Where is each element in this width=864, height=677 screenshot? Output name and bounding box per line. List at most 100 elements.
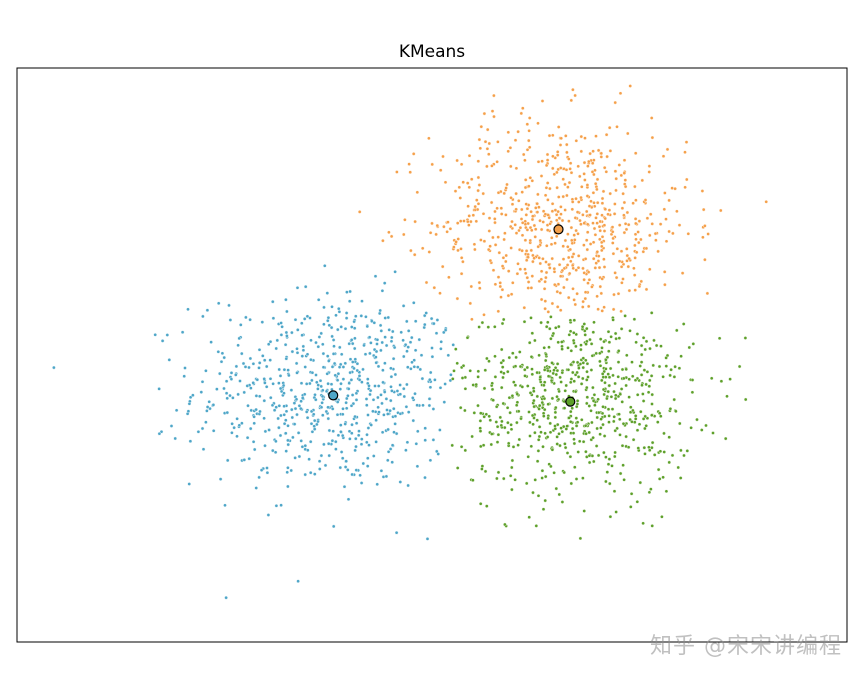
data-point xyxy=(574,416,579,420)
data-point xyxy=(326,359,331,363)
data-point xyxy=(408,340,413,345)
data-point xyxy=(483,469,488,474)
data-point xyxy=(542,414,546,418)
data-point xyxy=(383,361,387,366)
data-point xyxy=(487,414,492,419)
data-point xyxy=(527,184,531,188)
data-point xyxy=(543,498,548,503)
data-point xyxy=(602,392,606,397)
data-point xyxy=(191,393,195,398)
data-point xyxy=(424,280,429,285)
data-point xyxy=(490,164,494,168)
data-point xyxy=(618,471,623,476)
data-point xyxy=(593,266,598,270)
data-point xyxy=(410,360,414,365)
data-point xyxy=(506,293,511,298)
data-point xyxy=(555,218,559,223)
data-point xyxy=(209,340,213,344)
data-point xyxy=(627,256,631,261)
data-point xyxy=(581,356,586,361)
data-point xyxy=(649,116,654,120)
data-point xyxy=(590,420,594,425)
data-point xyxy=(604,455,608,459)
data-point xyxy=(528,434,532,438)
data-point xyxy=(608,514,613,519)
data-point xyxy=(367,383,371,388)
data-point xyxy=(263,381,267,385)
data-point xyxy=(526,286,531,290)
data-point xyxy=(350,393,355,397)
data-point xyxy=(452,245,456,249)
data-point xyxy=(574,344,578,349)
data-point xyxy=(520,220,525,225)
data-point xyxy=(262,358,267,363)
data-point xyxy=(548,266,552,270)
data-point xyxy=(643,414,648,419)
data-point xyxy=(614,510,618,514)
data-point xyxy=(561,177,566,181)
data-point xyxy=(624,227,629,232)
data-point xyxy=(463,386,468,391)
data-point xyxy=(523,374,527,378)
data-point xyxy=(310,378,314,383)
data-point xyxy=(563,238,568,243)
data-point xyxy=(292,422,297,426)
data-point xyxy=(685,177,689,182)
data-point xyxy=(350,360,355,364)
data-point xyxy=(335,412,340,417)
data-point xyxy=(303,284,308,289)
data-point xyxy=(373,274,378,279)
data-point xyxy=(344,400,348,405)
data-point xyxy=(551,133,555,138)
data-point xyxy=(706,232,710,236)
data-point xyxy=(373,384,377,388)
data-point xyxy=(574,268,579,272)
data-point xyxy=(542,380,547,385)
data-point xyxy=(579,343,583,347)
data-point xyxy=(291,435,295,440)
data-point xyxy=(571,370,575,375)
data-point xyxy=(568,161,573,165)
data-point xyxy=(285,334,289,338)
data-point xyxy=(631,201,635,205)
data-point xyxy=(491,235,495,240)
data-point xyxy=(637,422,642,427)
data-point xyxy=(701,235,705,240)
data-point xyxy=(554,372,559,377)
data-point xyxy=(545,152,550,157)
data-point xyxy=(615,246,620,251)
data-point xyxy=(649,374,654,378)
data-point xyxy=(623,178,628,182)
data-point xyxy=(581,376,585,381)
data-point xyxy=(589,368,594,372)
data-point xyxy=(516,443,520,447)
data-point xyxy=(430,221,434,226)
data-point xyxy=(354,421,359,426)
data-point xyxy=(357,210,362,214)
data-point xyxy=(625,210,630,215)
data-point xyxy=(619,249,624,253)
data-point xyxy=(264,384,269,389)
data-point xyxy=(501,375,505,380)
data-point xyxy=(483,139,488,144)
data-point xyxy=(562,406,567,410)
data-point xyxy=(570,200,575,204)
data-point xyxy=(266,513,271,517)
data-point xyxy=(544,163,549,168)
data-point xyxy=(626,445,631,450)
data-point xyxy=(526,255,530,260)
data-point xyxy=(548,430,553,435)
data-point xyxy=(569,348,574,353)
data-point xyxy=(165,333,170,337)
data-point xyxy=(654,343,659,348)
data-point xyxy=(565,193,569,198)
data-point xyxy=(583,296,588,301)
data-point xyxy=(286,442,291,447)
data-point xyxy=(557,262,562,267)
data-point xyxy=(610,407,615,411)
data-point xyxy=(300,333,304,338)
data-point xyxy=(406,345,411,349)
data-point xyxy=(600,309,605,313)
data-point xyxy=(353,357,358,362)
data-point xyxy=(286,368,290,372)
